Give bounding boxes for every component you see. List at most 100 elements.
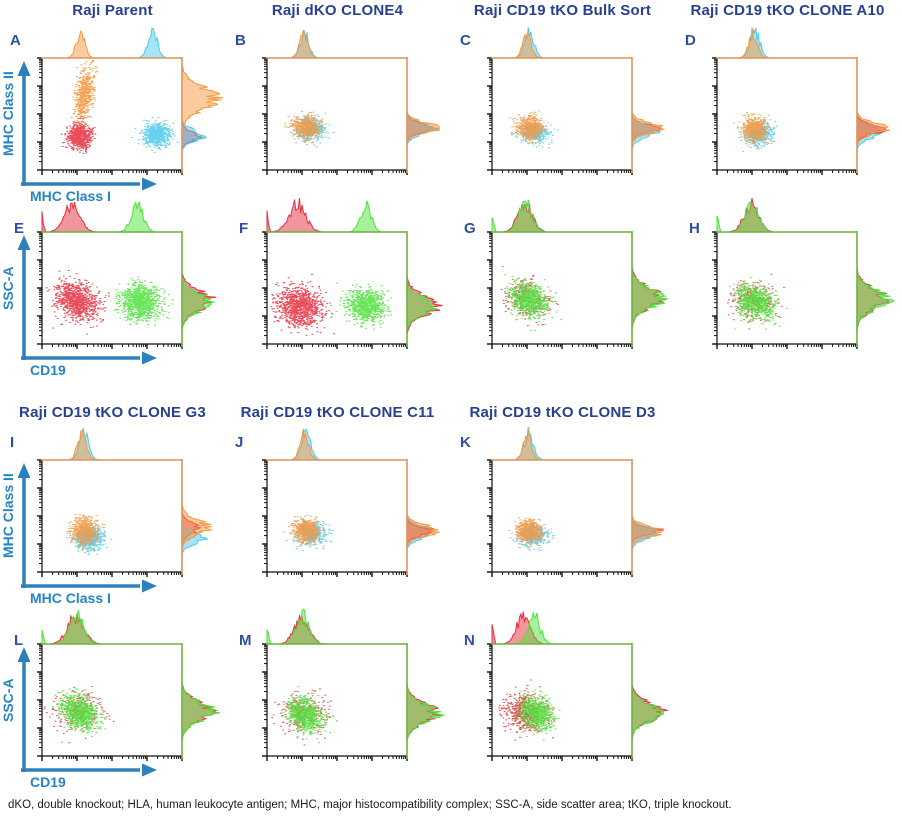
top-histogram-cyan xyxy=(492,27,632,59)
right-histogram-orange xyxy=(631,460,665,572)
panel-letter: G xyxy=(464,220,476,237)
top-histogram-green xyxy=(491,199,632,233)
top-histogram-red xyxy=(41,201,182,233)
y-axis-arrow-icon xyxy=(17,647,31,662)
panel-letter: E xyxy=(14,220,25,237)
scatter-cluster-orange xyxy=(508,517,550,549)
panel-M: M xyxy=(225,608,450,818)
scatter-cluster-orange xyxy=(732,112,777,150)
x-axis-arrow-icon xyxy=(142,579,157,593)
right-histogram-green xyxy=(181,232,215,344)
axis-ticks xyxy=(262,231,408,349)
flow-plot-C xyxy=(487,27,666,175)
axis-ticks xyxy=(262,459,408,577)
panel-letter: I xyxy=(10,434,15,451)
axis-arrows xyxy=(17,463,157,593)
panel-title: Raji dKO CLONE4 xyxy=(271,2,404,19)
scatter-cluster-orange xyxy=(70,60,99,131)
top-histogram-orange xyxy=(492,32,632,59)
right-histogram-cyan xyxy=(631,58,661,170)
top-histogram-cyan xyxy=(267,428,407,461)
y-axis-label: SSC-A xyxy=(0,266,16,310)
axis-ticks xyxy=(487,231,633,349)
right-histogram-red xyxy=(406,232,443,344)
axis-arrows xyxy=(17,647,157,777)
top-histogram-orange xyxy=(267,428,407,461)
axis-ticks xyxy=(487,57,633,175)
panel-N: N xyxy=(450,608,675,818)
panel-letter: K xyxy=(460,434,471,451)
panel-title: Raji CD19 tKO Bulk Sort xyxy=(473,2,652,19)
scatter-cluster-red xyxy=(60,115,97,154)
scatter-cluster-green xyxy=(728,276,789,330)
top-histogram-red xyxy=(717,198,857,233)
panel-letter: C xyxy=(460,32,471,49)
x-axis-arrow-icon xyxy=(142,177,157,191)
panel-A: Raji Parent A MHC Class II MHC Class I xyxy=(0,2,225,212)
top-histogram-cyan xyxy=(717,27,857,59)
right-histogram-orange xyxy=(181,460,213,572)
axis-ticks xyxy=(487,459,633,577)
flow-plot-N xyxy=(487,611,669,761)
axis-ticks xyxy=(37,643,183,761)
flow-plot-B xyxy=(262,29,441,175)
panel-title: Raji CD19 tKO CLONE A10 xyxy=(690,2,885,19)
scatter-cluster-green xyxy=(282,686,332,744)
panel-K: Raji CD19 tKO CLONE D3 K xyxy=(450,404,675,614)
right-histogram-orange xyxy=(181,58,224,170)
panel-letter: J xyxy=(235,434,244,451)
top-histogram-cyan xyxy=(492,426,632,461)
right-histogram-red xyxy=(631,58,662,170)
scatter-cluster-orange xyxy=(508,110,549,145)
y-axis-label: MHC Class II xyxy=(0,71,16,157)
top-histogram-red xyxy=(42,613,182,645)
x-axis-arrow-icon xyxy=(142,351,157,365)
panel-title: Raji CD19 tKO CLONE G3 xyxy=(19,404,206,421)
scatter-cluster-orange xyxy=(283,514,325,548)
panel-letter: H xyxy=(689,220,700,237)
panel-F: F xyxy=(225,196,450,406)
panel-B: Raji dKO CLONE4 B xyxy=(225,2,450,212)
right-histogram-orange xyxy=(856,58,891,170)
top-histogram-cyan xyxy=(42,427,182,461)
scatter-cluster-red xyxy=(270,273,336,336)
y-axis-arrow-icon xyxy=(17,235,31,250)
scatter-cluster-green xyxy=(504,274,563,331)
panel-title: Raji CD19 tKO CLONE C11 xyxy=(240,404,435,421)
panel-I: Raji CD19 tKO CLONE G3 I MHC Class II MHC C… xyxy=(0,404,225,614)
axis-ticks xyxy=(37,459,183,577)
right-histogram-orange xyxy=(406,58,441,170)
top-histogram-orange xyxy=(717,27,857,59)
top-histogram-red xyxy=(266,197,407,233)
axis-ticks xyxy=(37,57,183,175)
right-histogram-cyan xyxy=(406,460,437,572)
right-histogram-red xyxy=(631,460,664,572)
panel-title: Raji Parent xyxy=(72,2,153,19)
flow-plot-G xyxy=(487,199,669,349)
x-axis-arrow-icon xyxy=(142,763,157,777)
axis-ticks xyxy=(487,643,633,761)
flow-plot-E xyxy=(17,201,217,365)
flow-plot-K xyxy=(487,426,665,577)
panel-title: Raji CD19 tKO CLONE D3 xyxy=(469,404,656,421)
panel-letter: N xyxy=(464,632,475,649)
x-axis-label: MHC Class I xyxy=(30,590,111,606)
axis-arrows xyxy=(17,61,157,191)
panel-letter: L xyxy=(14,632,24,649)
flow-plot-I xyxy=(17,427,213,593)
right-histogram-orange xyxy=(406,460,440,572)
panel-letter: D xyxy=(685,32,696,49)
right-histogram-green xyxy=(181,644,220,756)
axis-ticks xyxy=(712,57,858,175)
flow-plot-L xyxy=(17,609,220,777)
panel-letter: F xyxy=(239,220,249,237)
y-axis-arrow-icon xyxy=(17,61,31,76)
axis-ticks xyxy=(712,231,858,349)
scatter-cluster-green xyxy=(51,688,107,743)
flow-plot-H xyxy=(712,198,896,349)
scatter-cluster-green xyxy=(330,282,393,330)
flow-plot-F xyxy=(262,197,443,349)
axis-arrows xyxy=(17,235,157,365)
top-histogram-red xyxy=(491,611,632,645)
right-histogram-green xyxy=(406,644,446,756)
